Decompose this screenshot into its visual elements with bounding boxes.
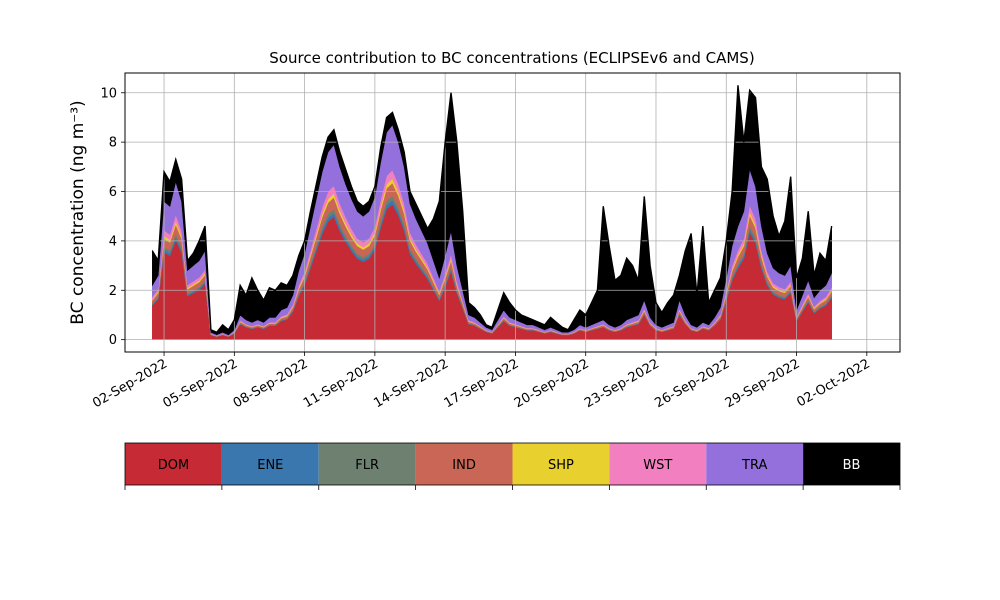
x-tick-label: 05-Sep-2022 (160, 356, 240, 411)
legend-swatch-shp (512, 443, 610, 485)
plot-area (125, 73, 900, 352)
x-tick-label: 02-Oct-2022 (794, 356, 872, 410)
legend-label-bb: BB (843, 458, 861, 473)
axes-frame (124, 72, 901, 353)
y-tick-label: 6 (109, 185, 117, 200)
x-tick-label: 11-Sep-2022 (301, 356, 381, 411)
legend-swatch-bb (803, 443, 900, 485)
x-tick-label: 17-Sep-2022 (442, 356, 522, 411)
x-tick-label: 29-Sep-2022 (723, 356, 803, 411)
legend-swatch-ind (415, 443, 513, 485)
y-tick-label: 0 (109, 333, 117, 348)
total-outline-line (151, 85, 833, 334)
y-axis-ticks: 0 2 4 6 8 10 (100, 86, 125, 348)
legend-label-ind: IND (452, 458, 476, 473)
y-tick-label: 10 (100, 86, 117, 101)
y-tick-label: 8 (109, 136, 117, 151)
stacked-areas (152, 85, 832, 340)
grid-lines (125, 73, 900, 352)
y-axis-label: BC concentration (ng m⁻³) (68, 100, 88, 324)
x-tick-label: 08-Sep-2022 (231, 356, 311, 411)
legend-swatch-dom (125, 443, 222, 485)
y-tick-label: 4 (109, 234, 117, 249)
legend-swatch-tra (706, 443, 804, 485)
x-axis-ticks: 02-Sep-202205-Sep-202208-Sep-202211-Sep-… (90, 352, 873, 411)
legend: DOM ENE FLR IND SHP WST TRA BB (124, 442, 901, 490)
legend-label-tra: TRA (741, 458, 767, 473)
x-tick-label: 26-Sep-2022 (652, 356, 732, 411)
y-tick-label: 2 (109, 284, 117, 299)
x-tick-label: 02-Sep-2022 (90, 356, 170, 411)
legend-label-shp: SHP (548, 458, 574, 473)
legend-swatch-flr (318, 443, 416, 485)
x-tick-label: 20-Sep-2022 (512, 356, 592, 411)
x-tick-label: 23-Sep-2022 (582, 356, 662, 411)
chart-title: Source contribution to BC concentrations… (269, 49, 754, 67)
x-tick-label: 14-Sep-2022 (371, 356, 451, 411)
legend-label-flr: FLR (355, 458, 379, 473)
legend-swatch-ene (221, 443, 319, 485)
legend-label-ene: ENE (257, 458, 283, 473)
legend-swatch-wst (609, 443, 707, 485)
legend-label-dom: DOM (158, 458, 189, 473)
legend-label-wst: WST (643, 458, 672, 473)
